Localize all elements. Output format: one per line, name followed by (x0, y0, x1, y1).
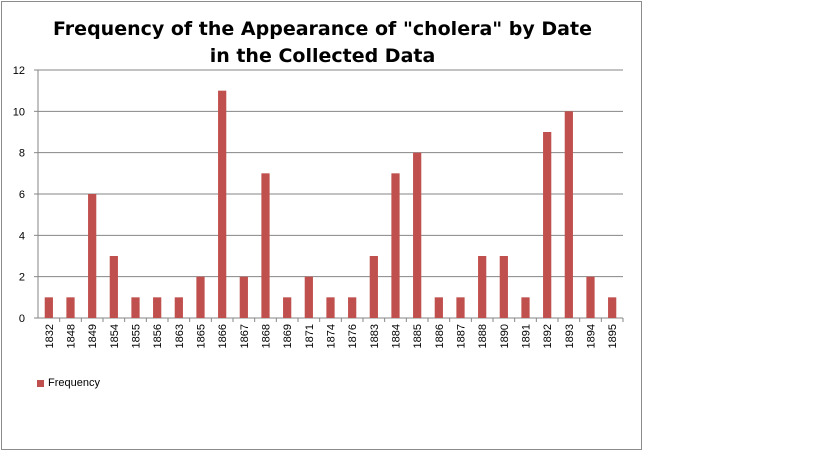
x-tick-label: 1885 (412, 324, 424, 348)
bar (478, 256, 487, 318)
y-tick-label: 12 (13, 65, 25, 77)
bar (564, 111, 573, 318)
y-tick-label: 0 (19, 313, 25, 325)
chart-title-line-1: Frequency of the Appearance of "cholera"… (53, 18, 592, 40)
bar (196, 276, 205, 318)
x-tick-label: 1863 (174, 324, 186, 348)
y-tick-label: 4 (19, 230, 25, 242)
legend-swatch (37, 379, 44, 387)
x-tick-label: 1849 (87, 324, 99, 348)
bar (174, 297, 183, 318)
x-tick-label: 1856 (152, 324, 164, 348)
bar (326, 297, 335, 318)
x-tick-label: 1854 (109, 324, 121, 348)
x-tick-label: 1887 (456, 324, 468, 348)
x-tick-label: 1855 (131, 324, 143, 348)
x-tick-label: 1893 (564, 324, 576, 348)
y-tick-label: 8 (19, 148, 25, 160)
chart-title: Frequency of the Appearance of "cholera"… (2, 16, 643, 70)
x-tick-label: 1848 (66, 324, 78, 348)
bar (153, 297, 162, 318)
x-tick-label: 1869 (282, 324, 294, 348)
x-tick-label: 1891 (521, 324, 533, 348)
bar (608, 297, 617, 318)
bar (499, 256, 508, 318)
bar (261, 173, 270, 318)
x-tick-label: 1890 (499, 324, 511, 348)
bar (521, 297, 530, 318)
bar (413, 152, 422, 318)
bar (304, 276, 313, 318)
x-tick-label: 1867 (239, 324, 251, 348)
legend: Frequency (37, 377, 100, 389)
bar (348, 297, 357, 318)
x-tick-label: 1892 (542, 324, 554, 348)
bar (131, 297, 140, 318)
x-tick-label: 1868 (261, 324, 273, 348)
bar (218, 90, 227, 319)
bar (586, 276, 595, 318)
chart-frame: Frequency of the Appearance of "cholera"… (1, 1, 642, 450)
bar (88, 194, 97, 318)
bar (543, 132, 552, 318)
x-tick-label: 1866 (217, 324, 229, 348)
y-tick-label: 2 (19, 272, 25, 284)
bar (44, 297, 53, 318)
x-tick-label: 1888 (477, 324, 489, 348)
x-tick-label: 1876 (347, 324, 359, 348)
x-tick-label: 1883 (369, 324, 381, 348)
x-tick-label: 1884 (391, 324, 403, 348)
bar (434, 297, 443, 318)
x-tick-label: 1886 (434, 324, 446, 348)
y-tick-label: 10 (13, 106, 25, 118)
chart-title-line-2: in the Collected Data (209, 45, 436, 67)
y-tick-label: 6 (19, 189, 25, 201)
bar (369, 256, 378, 318)
x-tick-label: 1865 (196, 324, 208, 348)
bar (66, 297, 75, 318)
bar (283, 297, 292, 318)
x-tick-label: 1874 (326, 324, 338, 348)
x-tick-label: 1871 (304, 324, 316, 348)
bar (391, 173, 400, 318)
x-tick-label: 1894 (586, 324, 598, 348)
bar (456, 297, 465, 318)
chart-plot: 0 2 4 6 8 10 12 1832 1848 1849 1854 1855 1856 1863 186… (13, 65, 624, 348)
legend-label: Frequency (48, 377, 100, 389)
x-tick-label: 1895 (607, 324, 619, 348)
x-tick-label: 1832 (44, 324, 56, 348)
bar (109, 256, 118, 318)
bar (239, 276, 248, 318)
